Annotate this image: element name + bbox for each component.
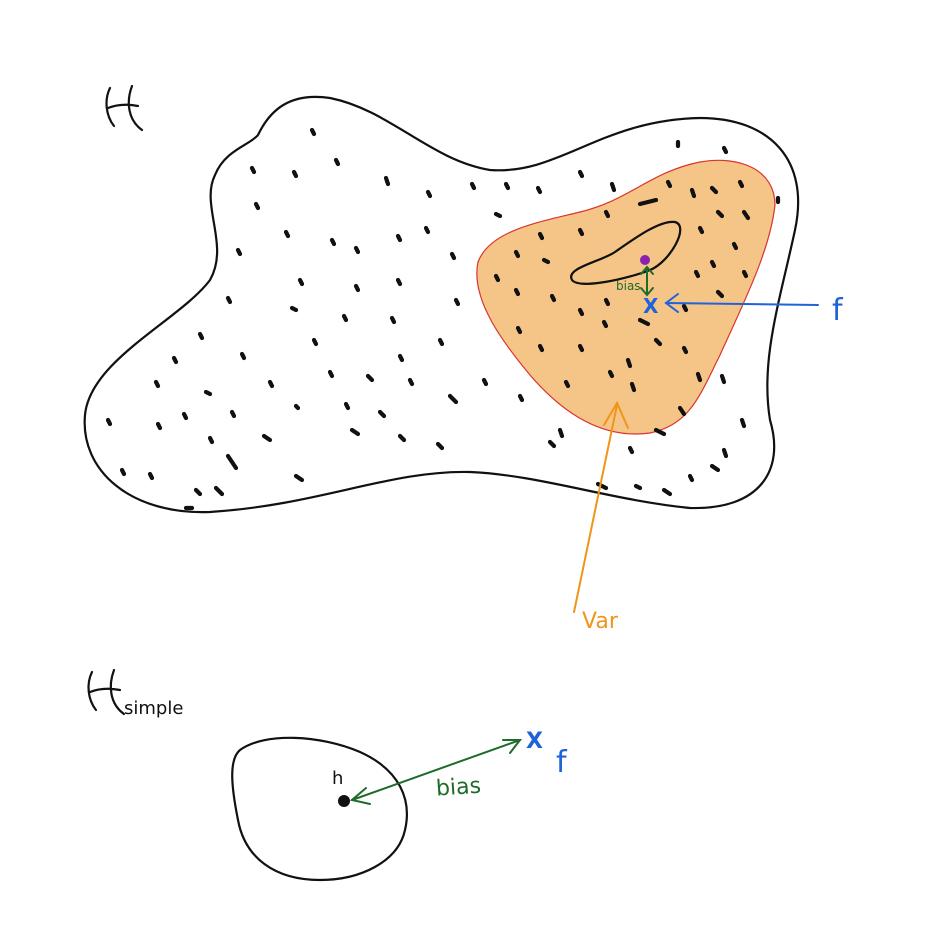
variance-label: Var: [582, 609, 619, 634]
big-hypothesis-set-outline: [83, 95, 800, 514]
target-label-big: f: [832, 293, 844, 328]
small-hypothesis-set-outline: [231, 736, 408, 882]
target-label-small: f: [556, 745, 568, 780]
small-set-label-text: H: [90, 709, 91, 711]
variance-region: [476, 159, 776, 435]
bias-arrow-big: [640, 265, 654, 297]
target-marker-small: X: [526, 729, 543, 754]
variance-arrow: [573, 400, 629, 613]
small-hypothesis-set-label: H simple: [87, 668, 183, 719]
target-arrow-big: [664, 293, 819, 313]
mean-hypothesis-neighborhood: [570, 220, 682, 285]
bias-arrow-small: [349, 739, 523, 805]
bias-label-small: bias: [435, 774, 482, 802]
small-set-subscript: simple: [124, 698, 183, 719]
big-set-label-text: H: [100, 129, 101, 131]
hypothesis-h-label: h: [332, 768, 343, 789]
hypothesis-h-dot: [338, 795, 350, 807]
bias-label-big: bias: [616, 279, 641, 293]
big-hypothesis-set-label: H: [100, 84, 144, 132]
hypothesis-sample-dots: [105, 127, 781, 511]
mean-hypothesis-dot: [640, 255, 650, 265]
target-marker-big: X: [643, 294, 659, 318]
